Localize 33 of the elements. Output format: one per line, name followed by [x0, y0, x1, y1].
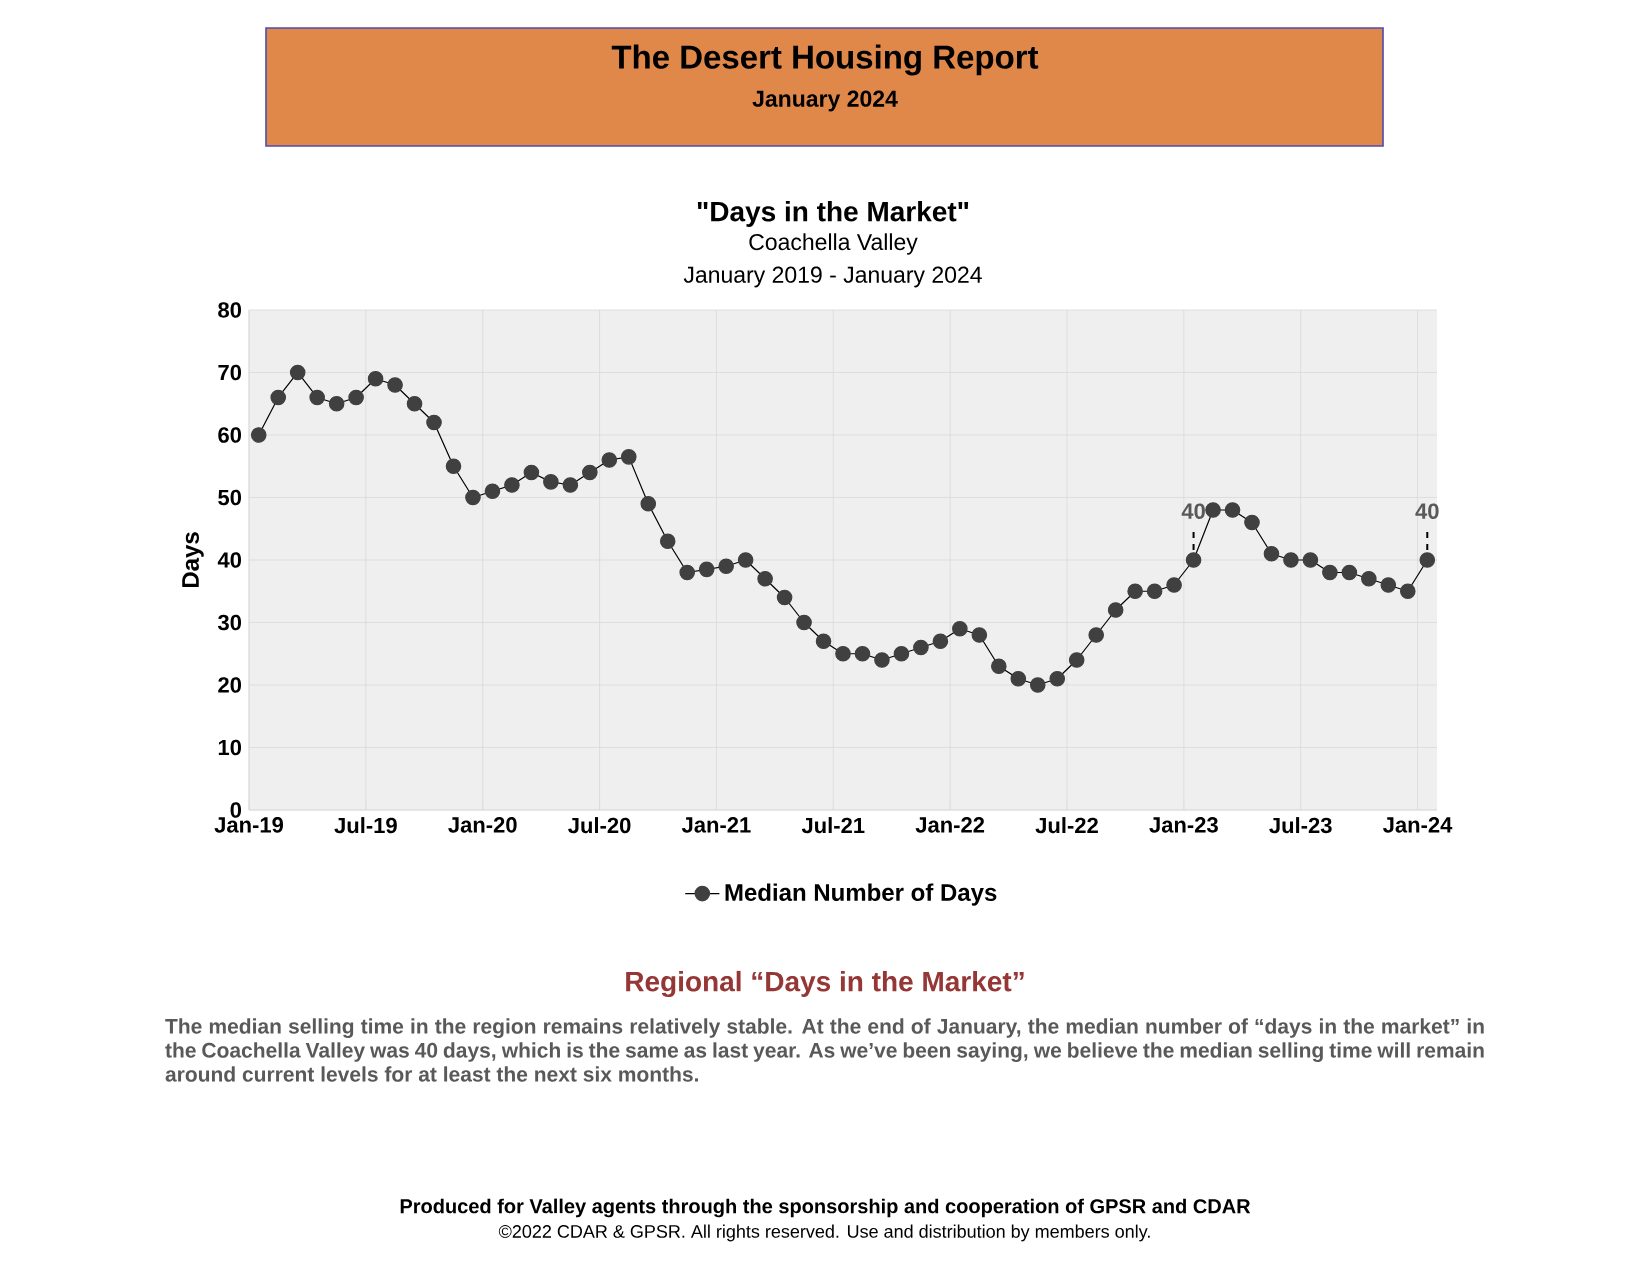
- text: The Desert Housing Report: [611, 44, 1039, 76]
- x-tick-label: Jan-19: [214, 817, 284, 833]
- legend-label: Median Number of Days: [725, 883, 997, 906]
- y-tick-label: 0: [230, 802, 242, 818]
- x-tick-label: Jul-22: [1035, 817, 1098, 834]
- x-tick-label: Jan-23: [1149, 817, 1218, 833]
- x-tick-label: Jan-24: [1383, 817, 1453, 833]
- text: January 2019 - January 2024: [683, 266, 982, 288]
- y-tick-label: 40: [217, 552, 242, 568]
- x-tick-label: Jul-23: [1269, 817, 1332, 834]
- text: Regional “Days in the Market”: [626, 970, 1024, 998]
- chart-title: "Days in the Market": [697, 200, 969, 228]
- x-tick-label: Jul-19: [334, 817, 397, 834]
- x-tick-label: Jan-21: [681, 817, 751, 833]
- y-tick-label: 60: [218, 427, 242, 443]
- y-tick-label: 70: [218, 364, 242, 381]
- text: ©2022 CDAR & GPSR. All rights reserved. Use and distribution by members only.: [498, 1224, 1150, 1242]
- chart-subtitle: Coachella Valley: [749, 233, 918, 255]
- x-tick-label: Jul-21: [801, 817, 865, 834]
- x-tick-label: Jan-20: [448, 817, 517, 833]
- y-axis-title: Days: [182, 532, 204, 588]
- x-tick-label: Jul-20: [568, 817, 631, 834]
- y-tick-label: 10: [218, 739, 242, 756]
- x-tick-label: Jan-22: [915, 817, 985, 833]
- y-tick-label: 80: [218, 302, 242, 318]
- text: January 2024: [752, 90, 898, 112]
- annotation: 40: [1181, 503, 1205, 519]
- text: The median selling time in the region remains relatively stable. At the end of January, the median number of “days in the market” in the Coachella Valley was 40 days, which is the same as last year. As we’ve been saying, we believe the median selling time will remain around current levels for at least the next six months.: [165, 1018, 1484, 1082]
- annotation: 40: [1415, 503, 1439, 519]
- y-tick-label: 30: [217, 614, 242, 631]
- text: Produced for Valley agents through the sponsorship and cooperation of GPSR and CDAR: [400, 1198, 1251, 1218]
- y-tick-label: 50: [218, 489, 242, 506]
- y-tick-label: 20: [218, 677, 242, 693]
